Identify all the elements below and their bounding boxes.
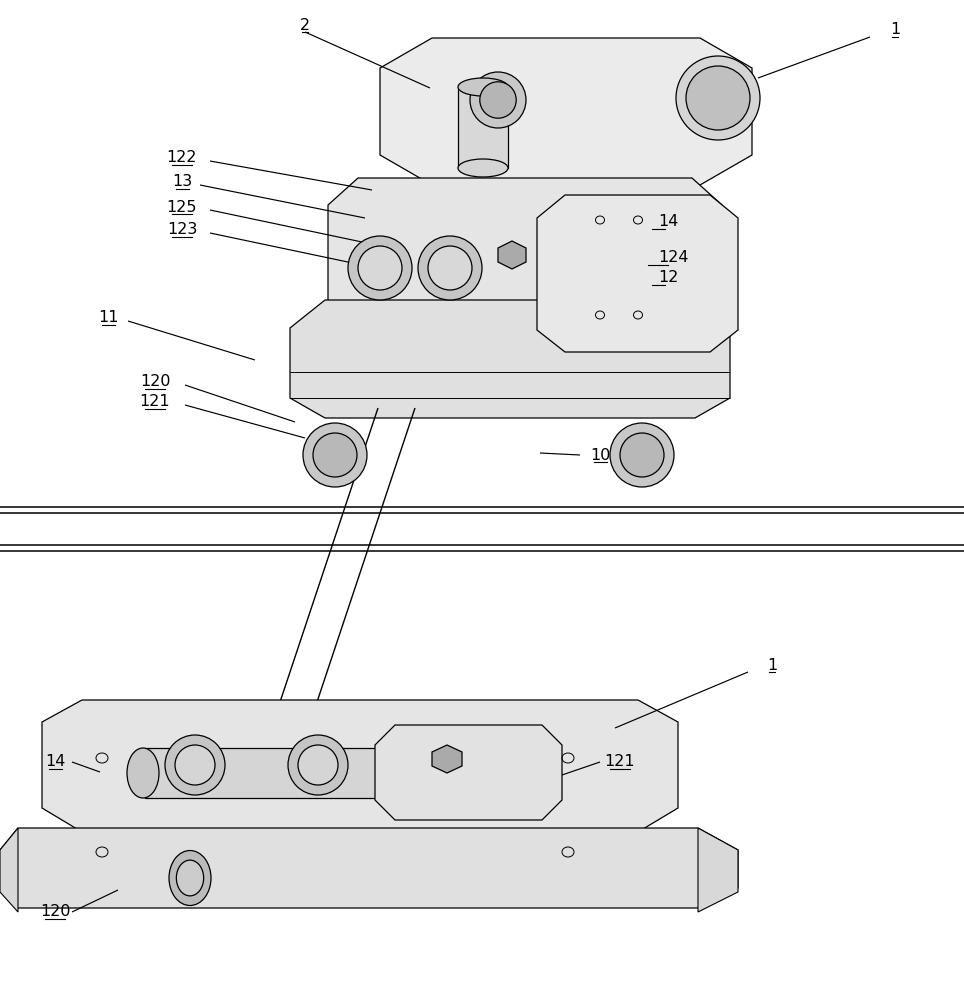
Ellipse shape	[288, 735, 348, 795]
Text: 11: 11	[97, 310, 119, 326]
Text: 120: 120	[40, 904, 70, 920]
Ellipse shape	[676, 56, 760, 140]
Text: 120: 120	[140, 374, 171, 389]
Polygon shape	[0, 828, 18, 912]
Polygon shape	[698, 828, 738, 912]
Text: 10: 10	[590, 448, 610, 462]
Text: 1: 1	[890, 22, 900, 37]
Ellipse shape	[620, 433, 664, 477]
Polygon shape	[458, 88, 508, 168]
Ellipse shape	[418, 236, 482, 300]
Ellipse shape	[458, 159, 508, 177]
Polygon shape	[290, 300, 730, 418]
Text: 125: 125	[167, 200, 198, 215]
Text: 124: 124	[658, 250, 688, 265]
Text: 14: 14	[44, 754, 66, 770]
Ellipse shape	[176, 860, 203, 896]
Text: 121: 121	[140, 394, 171, 410]
Ellipse shape	[686, 66, 750, 130]
Text: 12: 12	[658, 270, 679, 286]
Text: 13: 13	[172, 174, 192, 190]
Ellipse shape	[470, 72, 526, 128]
Polygon shape	[498, 241, 526, 269]
Text: 14: 14	[658, 215, 679, 230]
Polygon shape	[0, 828, 738, 908]
Polygon shape	[375, 725, 562, 820]
Ellipse shape	[313, 433, 357, 477]
Ellipse shape	[175, 745, 215, 785]
Ellipse shape	[458, 78, 508, 96]
Ellipse shape	[127, 748, 159, 798]
Ellipse shape	[358, 246, 402, 290]
Polygon shape	[432, 745, 462, 773]
Polygon shape	[145, 748, 415, 798]
Polygon shape	[328, 178, 722, 335]
Text: 1: 1	[767, 658, 777, 672]
Ellipse shape	[428, 246, 472, 290]
Text: 122: 122	[167, 150, 198, 165]
Ellipse shape	[165, 735, 225, 795]
Text: 121: 121	[604, 754, 635, 770]
Ellipse shape	[298, 745, 338, 785]
Polygon shape	[380, 38, 752, 185]
Ellipse shape	[348, 236, 412, 300]
Ellipse shape	[480, 82, 516, 118]
Ellipse shape	[610, 423, 674, 487]
Polygon shape	[537, 195, 738, 352]
Text: 123: 123	[167, 223, 198, 237]
Polygon shape	[42, 700, 678, 832]
Text: 2: 2	[300, 17, 310, 32]
Ellipse shape	[169, 850, 211, 906]
Ellipse shape	[303, 423, 367, 487]
